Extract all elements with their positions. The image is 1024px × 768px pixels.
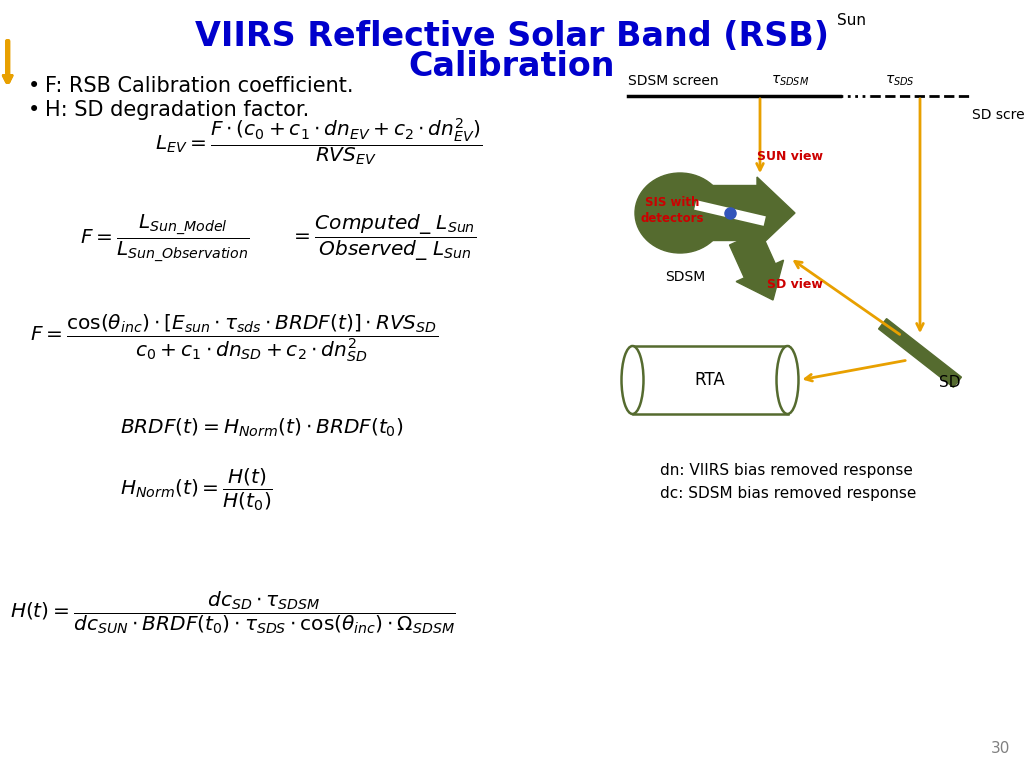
Text: SDSM screen: SDSM screen [628,74,719,88]
Text: VIIRS Reflective Solar Band (RSB): VIIRS Reflective Solar Band (RSB) [195,20,829,53]
Text: $= \dfrac{Computed\_\ L_{Sun}}{Observed\_\ L_{Sun}}$: $= \dfrac{Computed\_\ L_{Sun}}{Observed\… [290,213,476,263]
Text: Sun: Sun [838,13,866,28]
Polygon shape [879,319,962,387]
Text: $F = \dfrac{L_{Sun\_Model}}{L_{Sun\_Observation}}$: $F = \dfrac{L_{Sun\_Model}}{L_{Sun\_Obse… [80,213,250,263]
Text: SUN view: SUN view [757,150,823,163]
Text: SDSM: SDSM [665,270,706,284]
Text: Calibration: Calibration [409,50,615,83]
Text: $L_{EV} = \dfrac{F \cdot (c_0 + c_1 \cdot dn_{EV} + c_2 \cdot dn_{EV}^2)}{RVS_{E: $L_{EV} = \dfrac{F \cdot (c_0 + c_1 \cdo… [155,117,482,167]
Text: $BRDF(t) = H_{Norm}(t) \cdot BRDF(t_0)$: $BRDF(t) = H_{Norm}(t) \cdot BRDF(t_0)$ [120,417,403,439]
Ellipse shape [776,346,799,414]
Text: H: SD degradation factor.: H: SD degradation factor. [45,100,309,120]
Text: $H(t) = \dfrac{dc_{SD} \cdot \tau_{SDSM}}{dc_{SUN} \cdot BRDF(t_0) \cdot \tau_{S: $H(t) = \dfrac{dc_{SD} \cdot \tau_{SDSM}… [10,590,456,637]
Text: SD view: SD view [767,278,823,291]
Text: $\tau_{SDSM}$: $\tau_{SDSM}$ [771,74,809,88]
Text: dn: VIIRS bias removed response: dn: VIIRS bias removed response [660,463,912,478]
FancyArrow shape [729,231,783,300]
Ellipse shape [635,173,725,253]
Text: 30: 30 [990,741,1010,756]
Text: dc: SDSM bias removed response: dc: SDSM bias removed response [660,486,916,501]
Text: SD: SD [939,375,961,390]
Text: •: • [28,76,40,96]
Text: $H_{Norm}(t) = \dfrac{H(t)}{H(t_0)}$: $H_{Norm}(t) = \dfrac{H(t)}{H(t_0)}$ [120,467,272,513]
FancyArrow shape [680,177,795,249]
Bar [633,346,787,414]
Text: RTA: RTA [694,371,725,389]
Text: •: • [28,100,40,120]
Text: $F = \dfrac{\cos(\theta_{inc}) \cdot \left[E_{sun} \cdot \tau_{sds} \cdot BRDF(t: $F = \dfrac{\cos(\theta_{inc}) \cdot \le… [30,313,438,364]
Ellipse shape [622,346,643,414]
Text: F: RSB Calibration coefficient.: F: RSB Calibration coefficient. [45,76,353,96]
Text: SIS with
detectors: SIS with detectors [640,196,703,224]
Text: SD screen: SD screen [972,108,1024,122]
Text: $\tau_{SDS}$: $\tau_{SDS}$ [885,74,914,88]
